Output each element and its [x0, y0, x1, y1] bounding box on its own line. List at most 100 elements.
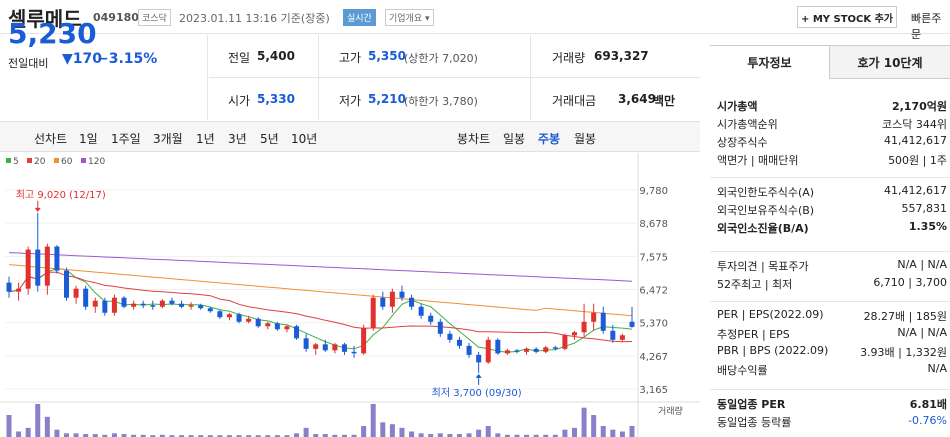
company-name[interactable]: 셀루메드: [8, 7, 82, 31]
candle-body: [64, 270, 70, 298]
quote-datetime: 2023.01.11 13:16 기준(장중): [179, 12, 330, 25]
candle-body: [552, 347, 558, 349]
candle-body: [571, 332, 577, 336]
tab-candle-monthly[interactable]: 월봉: [574, 132, 597, 146]
low-label: 저가: [339, 94, 362, 108]
info-label: 액면가 | 매매단위: [717, 154, 799, 167]
candle-body: [207, 308, 213, 312]
add-mystock-button[interactable]: + MY STOCK 추가: [797, 6, 897, 28]
volume-bar: [447, 434, 453, 437]
info-row: 투자의견 | 목표주가 N/A | N/A: [717, 258, 947, 276]
candle-body: [102, 300, 108, 313]
volume-bar: [351, 434, 357, 437]
info-value: 2,170억원: [891, 100, 947, 113]
volume-bar: [255, 435, 261, 437]
candle-body: [322, 344, 328, 351]
candle-body: [533, 348, 539, 352]
candle-body: [198, 305, 204, 309]
tab-candle-daily[interactable]: 일봉: [503, 132, 526, 146]
price-box: [0, 35, 208, 120]
tab-period-5y[interactable]: 5년: [260, 132, 279, 146]
open-label: 시가: [228, 94, 251, 108]
info-label: 동일업종 PER: [717, 398, 786, 411]
candle-body: [236, 314, 242, 322]
tab-period-1d[interactable]: 1일: [79, 132, 98, 146]
info-row: 배당수익률 N/A: [717, 362, 947, 380]
current-price: 5,230: [8, 17, 97, 50]
info-row: 시가총액 2,170억원: [717, 98, 947, 116]
quote-grid: 전일 5,400 고가 5,350 (상한가 7,020) 거래량 693,32…: [209, 35, 700, 120]
volume-bar: [543, 434, 549, 437]
candle-body: [6, 282, 12, 292]
candlestick-chart[interactable]: 5 20 60 120 9,780 8,678 7,575 6,472 5,370 4,267 3…: [0, 153, 700, 437]
tab-period-3y[interactable]: 3년: [228, 132, 247, 146]
price-change: ▼170: [62, 51, 102, 67]
tab-period-10y[interactable]: 10년: [291, 132, 318, 146]
volume-bar: [370, 404, 376, 437]
volume-bar: [303, 427, 309, 437]
y-tick-label: 6,472: [639, 286, 668, 297]
candle-body: [131, 303, 137, 307]
volume-bar: [188, 435, 194, 437]
candle-body: [35, 249, 41, 286]
tab-period-3m[interactable]: 3개월: [153, 132, 183, 146]
ma-line: [8, 252, 633, 282]
tab-period-1w[interactable]: 1주일: [111, 132, 141, 146]
candle-body: [188, 305, 194, 307]
volume-bar: [437, 433, 443, 437]
volume-bar: [16, 431, 22, 437]
candle-body: [380, 297, 386, 307]
candle-body: [466, 345, 472, 355]
tab-invest-info[interactable]: 투자정보: [710, 46, 830, 79]
legend-label: 20: [34, 157, 46, 167]
y-tick-label: 9,780: [639, 186, 668, 197]
min-arrow-head: [475, 373, 482, 378]
candle-body: [399, 291, 405, 298]
candle-body: [351, 351, 357, 354]
volume-bar: [226, 435, 232, 437]
volume-bar: [35, 404, 41, 437]
volume-bar: [600, 426, 606, 437]
candle-body: [92, 300, 98, 307]
info-value: 6.81배: [909, 398, 947, 411]
volume-bar: [629, 426, 635, 437]
info-label: 투자의견 | 목표주가: [717, 260, 809, 273]
volume-bar: [341, 434, 347, 437]
stock-header: [0, 0, 950, 34]
volume-bar: [102, 434, 108, 437]
volume-value: 693,327: [594, 49, 649, 63]
corp-info-dropdown[interactable]: 기업개요 ▾: [385, 9, 434, 26]
volume-bar: [619, 431, 625, 437]
info-row: 시가총액순위 코스닥 344위: [717, 116, 947, 134]
volume-bar: [514, 434, 520, 437]
candle-body: [265, 323, 271, 327]
tab-period-1y[interactable]: 1년: [196, 132, 215, 146]
realtime-badge[interactable]: 실시간: [343, 9, 376, 26]
volume-bar: [179, 435, 185, 437]
quick-order-link[interactable]: 빠른주문: [911, 12, 942, 41]
volume-bar: [456, 434, 462, 437]
tab-hoga-10[interactable]: 호가 10단계: [830, 46, 950, 79]
volume-bar: [64, 433, 70, 437]
y-tick-label: 3,165: [639, 385, 668, 396]
volume-bar: [533, 434, 539, 437]
info-row: 동일업종 PER 6.81배: [717, 396, 947, 414]
market-badge: 코스닥: [138, 9, 171, 26]
prev-close-label: 전일: [228, 51, 251, 65]
volume-bar: [476, 429, 482, 437]
candle-body: [179, 303, 185, 307]
min-price-label: 최저 3,700 (09/30): [432, 387, 522, 399]
candle-body: [16, 288, 22, 292]
tab-candle-weekly[interactable]: 주봉: [538, 132, 561, 146]
volume-bar: [294, 433, 300, 437]
volume-bar: [150, 435, 156, 437]
volume-bar: [54, 429, 60, 437]
legend-swatch: [27, 158, 32, 163]
candle-body: [150, 305, 156, 307]
volume-bar: [265, 435, 271, 437]
volume-label: 거래량: [658, 405, 683, 417]
candle-body: [361, 327, 367, 354]
candle-body: [610, 330, 616, 340]
candle-body: [226, 314, 232, 318]
legend-swatch: [6, 158, 11, 163]
